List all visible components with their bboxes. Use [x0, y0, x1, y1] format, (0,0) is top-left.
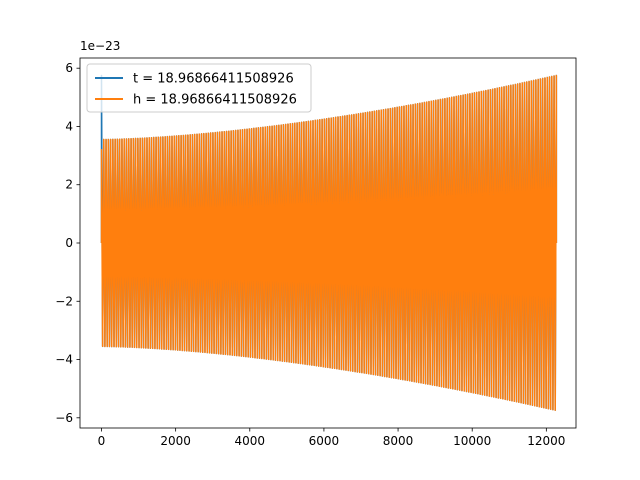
y-tick-label: 6 [65, 61, 73, 75]
x-tick-label: 0 [98, 434, 106, 448]
y-axis: −6 −4 −2 0 2 4 6 [55, 61, 80, 425]
x-tick-label: 6000 [309, 434, 340, 448]
x-tick-label: 10000 [453, 434, 491, 448]
x-tick-label: 4000 [235, 434, 266, 448]
y-tick-label: −2 [55, 294, 73, 308]
legend-label-2: h = 18.96866411508926 [133, 93, 297, 108]
y-tick-label: 0 [65, 236, 73, 250]
y-tick-label: 2 [65, 178, 73, 192]
x-axis: 0 2000 4000 6000 8000 10000 12000 [98, 428, 565, 448]
legend: t = 18.96866411508926 h = 18.968664115089… [86, 63, 312, 113]
y-tick-label: −6 [55, 411, 73, 425]
y-axis-offset-text: 1e−23 [80, 39, 120, 53]
x-tick-label: 8000 [383, 434, 414, 448]
y-tick-label: 4 [65, 119, 73, 133]
y-tick-label: −4 [55, 353, 73, 367]
x-tick-label: 12000 [527, 434, 565, 448]
legend-label-1: t = 18.96866411508926 [133, 72, 294, 87]
series-layer [100, 74, 558, 412]
series-line-2 [100, 74, 558, 412]
legend-box [86, 63, 312, 113]
x-tick-label: 2000 [160, 434, 191, 448]
